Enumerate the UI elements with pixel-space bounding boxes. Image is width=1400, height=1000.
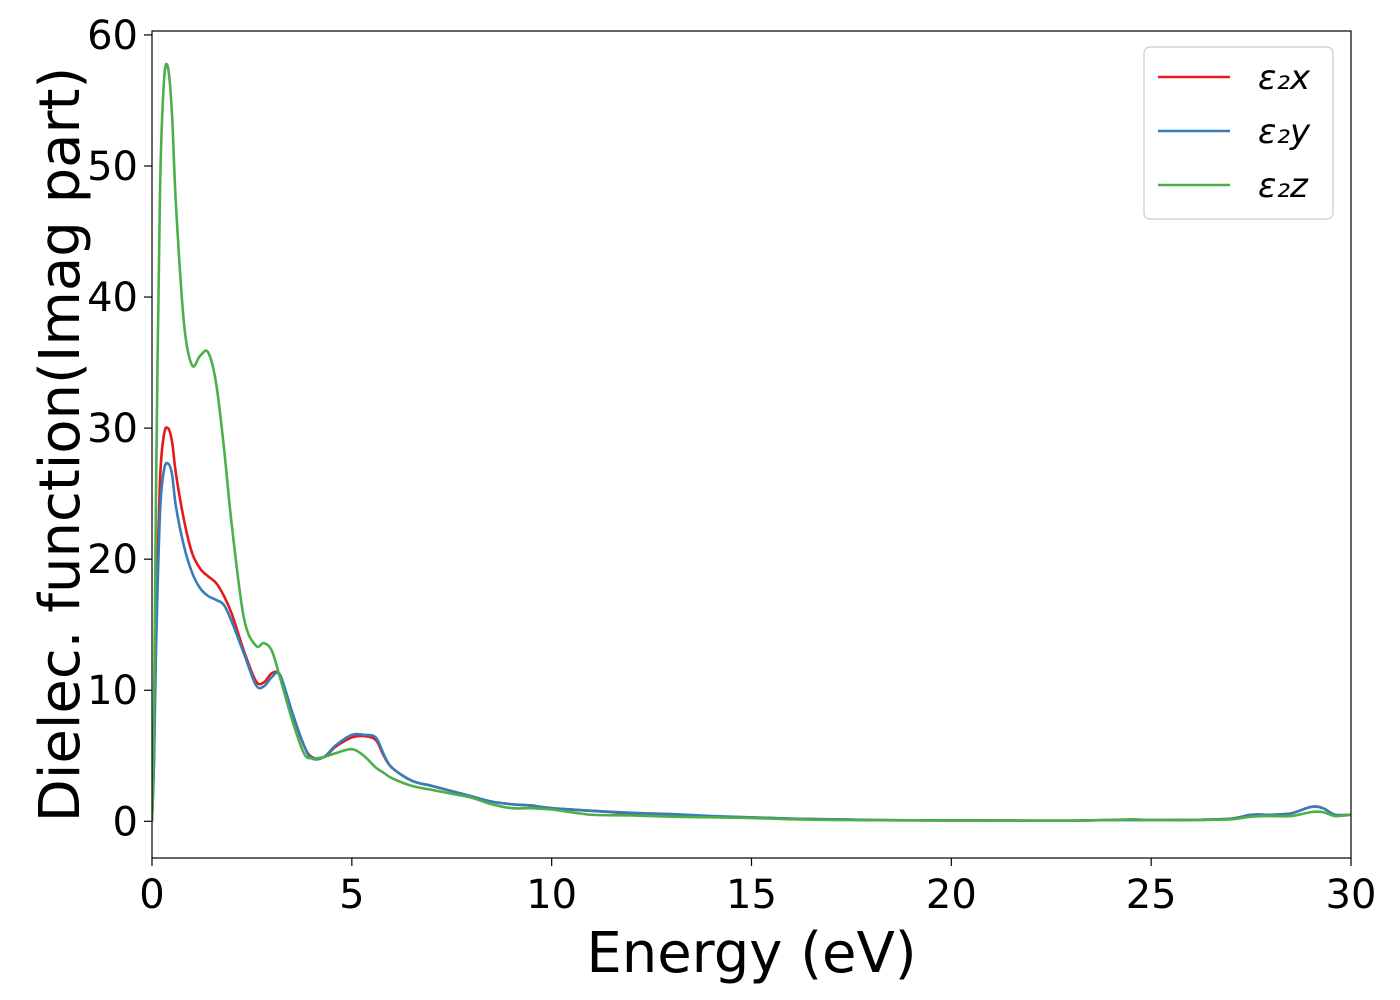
y-tick-label: 30 <box>87 406 138 452</box>
legend-box <box>1143 46 1334 220</box>
x-tick-label: 30 <box>1326 872 1377 918</box>
series-line-2 <box>152 62 1351 822</box>
x-tick-label: 10 <box>526 872 577 918</box>
legend-entry-label: ε₂y <box>1258 112 1311 152</box>
x-tick-label: 15 <box>726 872 777 918</box>
x-tick-label: 0 <box>139 872 164 918</box>
x-tick-label: 20 <box>926 872 977 918</box>
x-axis-ticks: 0 5 10 15 20 25 30 <box>139 858 1376 918</box>
legend-entry-label: ε₂z <box>1258 166 1309 206</box>
y-tick-label: 40 <box>87 275 138 321</box>
y-tick-label: 60 <box>87 13 138 59</box>
y-tick-label: 20 <box>87 537 138 583</box>
series-layer <box>152 62 1351 823</box>
y-tick-label: 10 <box>87 668 138 714</box>
legend-entry-label: ε₂x <box>1258 58 1311 98</box>
x-axis-label: Energy (eV) <box>586 921 916 986</box>
y-axis-label: Dielec. function(Imag part) <box>28 67 93 823</box>
y-tick-label: 50 <box>87 144 138 190</box>
y-axis-ticks: 0 10 20 30 40 50 60 <box>87 13 152 845</box>
legend: ε₂x ε₂y ε₂z <box>1143 46 1334 220</box>
x-tick-label: 5 <box>339 872 364 918</box>
y-tick-label: 0 <box>113 799 138 845</box>
x-tick-label: 25 <box>1126 872 1177 918</box>
